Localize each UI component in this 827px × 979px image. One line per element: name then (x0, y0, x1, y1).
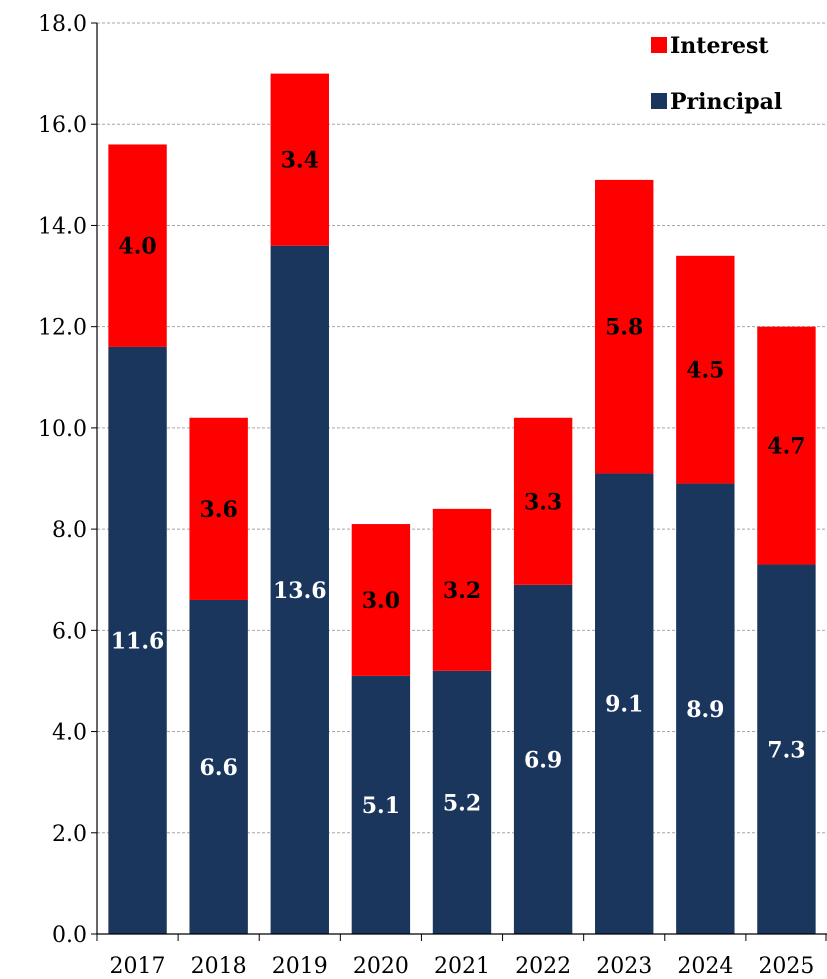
bar-interest-2020 (351, 524, 411, 676)
bar-interest-2021 (432, 508, 492, 671)
data-label-interest-2017: 4.0 (118, 234, 156, 260)
x-tick-label-2024: 2024 (677, 954, 733, 979)
y-tick-label: 8.0 (52, 518, 87, 543)
data-label-interest-2019: 3.4 (281, 148, 319, 174)
legend: Interest Principal (651, 33, 782, 115)
data-label-principal-2025: 7.3 (767, 737, 805, 763)
data-label-principal-2020: 5.1 (362, 793, 400, 819)
bar-principal-2020 (351, 675, 411, 934)
bar-principal-2018 (189, 599, 248, 934)
bar-principal-2022 (513, 584, 573, 934)
bar-interest-2024 (676, 255, 735, 484)
data-label-principal-2019: 13.6 (273, 578, 327, 604)
bar-interest-2019 (270, 73, 329, 246)
data-label-principal-2022: 6.9 (524, 747, 562, 773)
data-label-interest-2025: 4.7 (767, 434, 805, 460)
bar-principal-2021 (432, 670, 492, 934)
y-tick-label: 0.0 (52, 923, 87, 948)
bar-principal-2019 (270, 245, 329, 934)
y-tick-label: 2.0 (52, 822, 87, 847)
x-tick-label-2017: 2017 (110, 954, 166, 979)
bar-principal-2025 (757, 564, 816, 934)
bar-principal-2024 (676, 483, 735, 934)
data-label-principal-2021: 5.2 (443, 790, 481, 816)
bar-interest-2017 (108, 144, 167, 347)
data-label-interest-2024: 4.5 (686, 358, 724, 384)
bar-interest-2018 (189, 417, 248, 600)
x-tick-label-2020: 2020 (353, 954, 409, 979)
legend-swatch-interest (651, 37, 667, 53)
bar-interest-2025 (757, 326, 816, 565)
x-tick-label-2022: 2022 (515, 954, 571, 979)
bar-interest-2023 (595, 179, 654, 474)
y-tick-label: 12.0 (38, 316, 87, 341)
axes: 0.0 2.0 4.0 6.0 8.0 10.0 12.0 14.0 16.0 18.0 2017 2… (38, 12, 827, 979)
data-label-interest-2023: 5.8 (605, 315, 643, 341)
bar-principal-2017 (108, 346, 167, 934)
data-label-interest-2021: 3.2 (443, 578, 481, 604)
bars: 11.6 4.0 6.6 3.6 13.6 3.4 5.1 3.0 5.2 3.2 6.9 3.3 9.… (108, 73, 816, 934)
legend-label-principal: Principal (670, 89, 782, 115)
y-tick-label: 16.0 (38, 113, 87, 138)
data-label-principal-2017: 11.6 (111, 628, 165, 654)
x-tick-label-2025: 2025 (758, 954, 814, 979)
bar-interest-2022 (513, 417, 573, 585)
x-tick-label-2018: 2018 (191, 954, 247, 979)
y-tick-label: 10.0 (38, 417, 87, 442)
data-label-principal-2023: 9.1 (605, 692, 643, 718)
data-label-interest-2020: 3.0 (362, 588, 400, 614)
data-label-interest-2018: 3.6 (200, 497, 238, 523)
data-label-principal-2024: 8.9 (686, 697, 724, 723)
y-tick-label: 14.0 (38, 214, 87, 239)
x-tick-label-2023: 2023 (596, 954, 652, 979)
legend-swatch-principal (651, 93, 667, 109)
data-label-principal-2018: 6.6 (200, 755, 238, 781)
y-tick-label: 6.0 (52, 619, 87, 644)
y-tick-label: 18.0 (38, 12, 87, 37)
bar-principal-2023 (595, 473, 654, 934)
x-tick-label-2019: 2019 (272, 954, 328, 979)
x-tick-label-2021: 2021 (434, 954, 490, 979)
y-tick-label: 4.0 (52, 721, 87, 746)
data-label-interest-2022: 3.3 (524, 489, 562, 515)
legend-label-interest: Interest (670, 33, 769, 59)
